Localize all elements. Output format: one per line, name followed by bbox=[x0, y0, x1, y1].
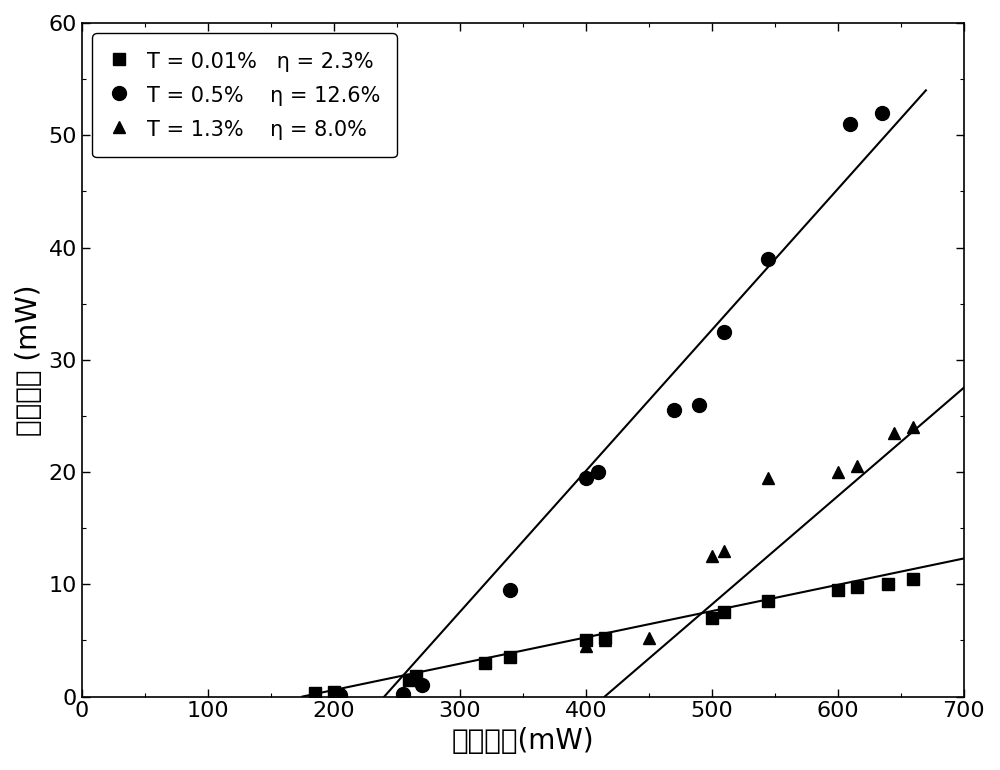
T = 1.3%    η = 8.0% bbox=[851, 462, 863, 471]
T = 1.3%    η = 8.0% bbox=[718, 546, 730, 555]
T = 0.01%   η = 2.3% bbox=[309, 688, 321, 698]
T = 0.01%   η = 2.3% bbox=[410, 671, 422, 681]
Line: T = 1.3%    η = 8.0%: T = 1.3% η = 8.0% bbox=[580, 421, 920, 652]
T = 0.01%   η = 2.3% bbox=[762, 597, 774, 606]
T = 0.5%    η = 12.6% bbox=[334, 691, 346, 700]
T = 1.3%    η = 8.0% bbox=[888, 428, 900, 437]
Line: T = 0.01%   η = 2.3%: T = 0.01% η = 2.3% bbox=[309, 573, 919, 698]
T = 0.01%   η = 2.3% bbox=[328, 688, 340, 697]
T = 1.3%    η = 8.0% bbox=[599, 636, 611, 645]
T = 0.01%   η = 2.3% bbox=[882, 580, 894, 589]
T = 0.5%    η = 12.6% bbox=[416, 681, 428, 690]
T = 0.5%    η = 12.6% bbox=[718, 327, 730, 336]
T = 0.5%    η = 12.6% bbox=[876, 109, 888, 118]
T = 0.01%   η = 2.3% bbox=[907, 574, 919, 584]
T = 0.01%   η = 2.3% bbox=[580, 636, 592, 645]
T = 1.3%    η = 8.0% bbox=[580, 641, 592, 651]
X-axis label: 吸收功率(mW): 吸收功率(mW) bbox=[451, 727, 594, 755]
T = 0.5%    η = 12.6% bbox=[592, 467, 604, 477]
T = 0.5%    η = 12.6% bbox=[844, 119, 856, 129]
T = 0.5%    η = 12.6% bbox=[504, 585, 516, 594]
T = 0.5%    η = 12.6% bbox=[693, 400, 705, 410]
Y-axis label: 输出功率 (mW): 输出功率 (mW) bbox=[15, 284, 43, 436]
T = 1.3%    η = 8.0% bbox=[832, 467, 844, 477]
T = 0.01%   η = 2.3% bbox=[718, 608, 730, 617]
T = 0.5%    η = 12.6% bbox=[397, 690, 409, 699]
T = 1.3%    η = 8.0% bbox=[762, 473, 774, 482]
T = 0.5%    η = 12.6% bbox=[580, 473, 592, 482]
T = 0.01%   η = 2.3% bbox=[479, 658, 491, 668]
T = 0.5%    η = 12.6% bbox=[762, 254, 774, 263]
Line: T = 0.5%    η = 12.6%: T = 0.5% η = 12.6% bbox=[333, 105, 889, 702]
T = 1.3%    η = 8.0% bbox=[643, 634, 655, 643]
T = 0.01%   η = 2.3% bbox=[403, 675, 415, 685]
Legend: T = 0.01%   η = 2.3%, T = 0.5%    η = 12.6%, T = 1.3%    η = 8.0%: T = 0.01% η = 2.3%, T = 0.5% η = 12.6%, … bbox=[92, 33, 397, 157]
T = 0.01%   η = 2.3% bbox=[851, 582, 863, 591]
T = 0.01%   η = 2.3% bbox=[832, 585, 844, 594]
T = 0.01%   η = 2.3% bbox=[706, 614, 718, 623]
T = 1.3%    η = 8.0% bbox=[907, 423, 919, 432]
T = 1.3%    η = 8.0% bbox=[706, 551, 718, 561]
T = 0.5%    η = 12.6% bbox=[668, 406, 680, 415]
T = 0.01%   η = 2.3% bbox=[504, 653, 516, 662]
T = 0.01%   η = 2.3% bbox=[599, 634, 611, 643]
